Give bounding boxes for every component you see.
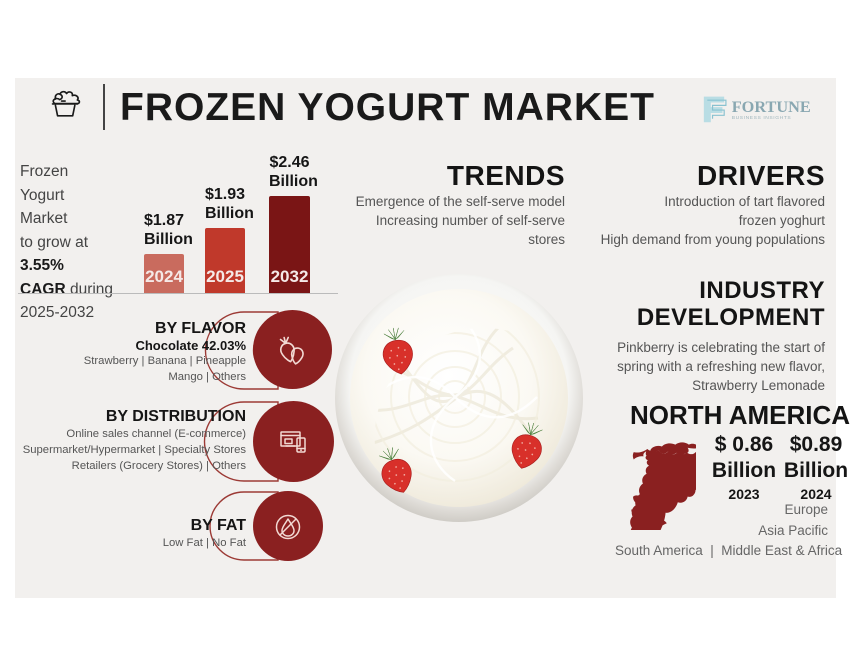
- svg-text:BUSINESS INSIGHTS: BUSINESS INSIGHTS: [732, 115, 792, 121]
- svg-text:FORTUNE: FORTUNE: [732, 97, 811, 116]
